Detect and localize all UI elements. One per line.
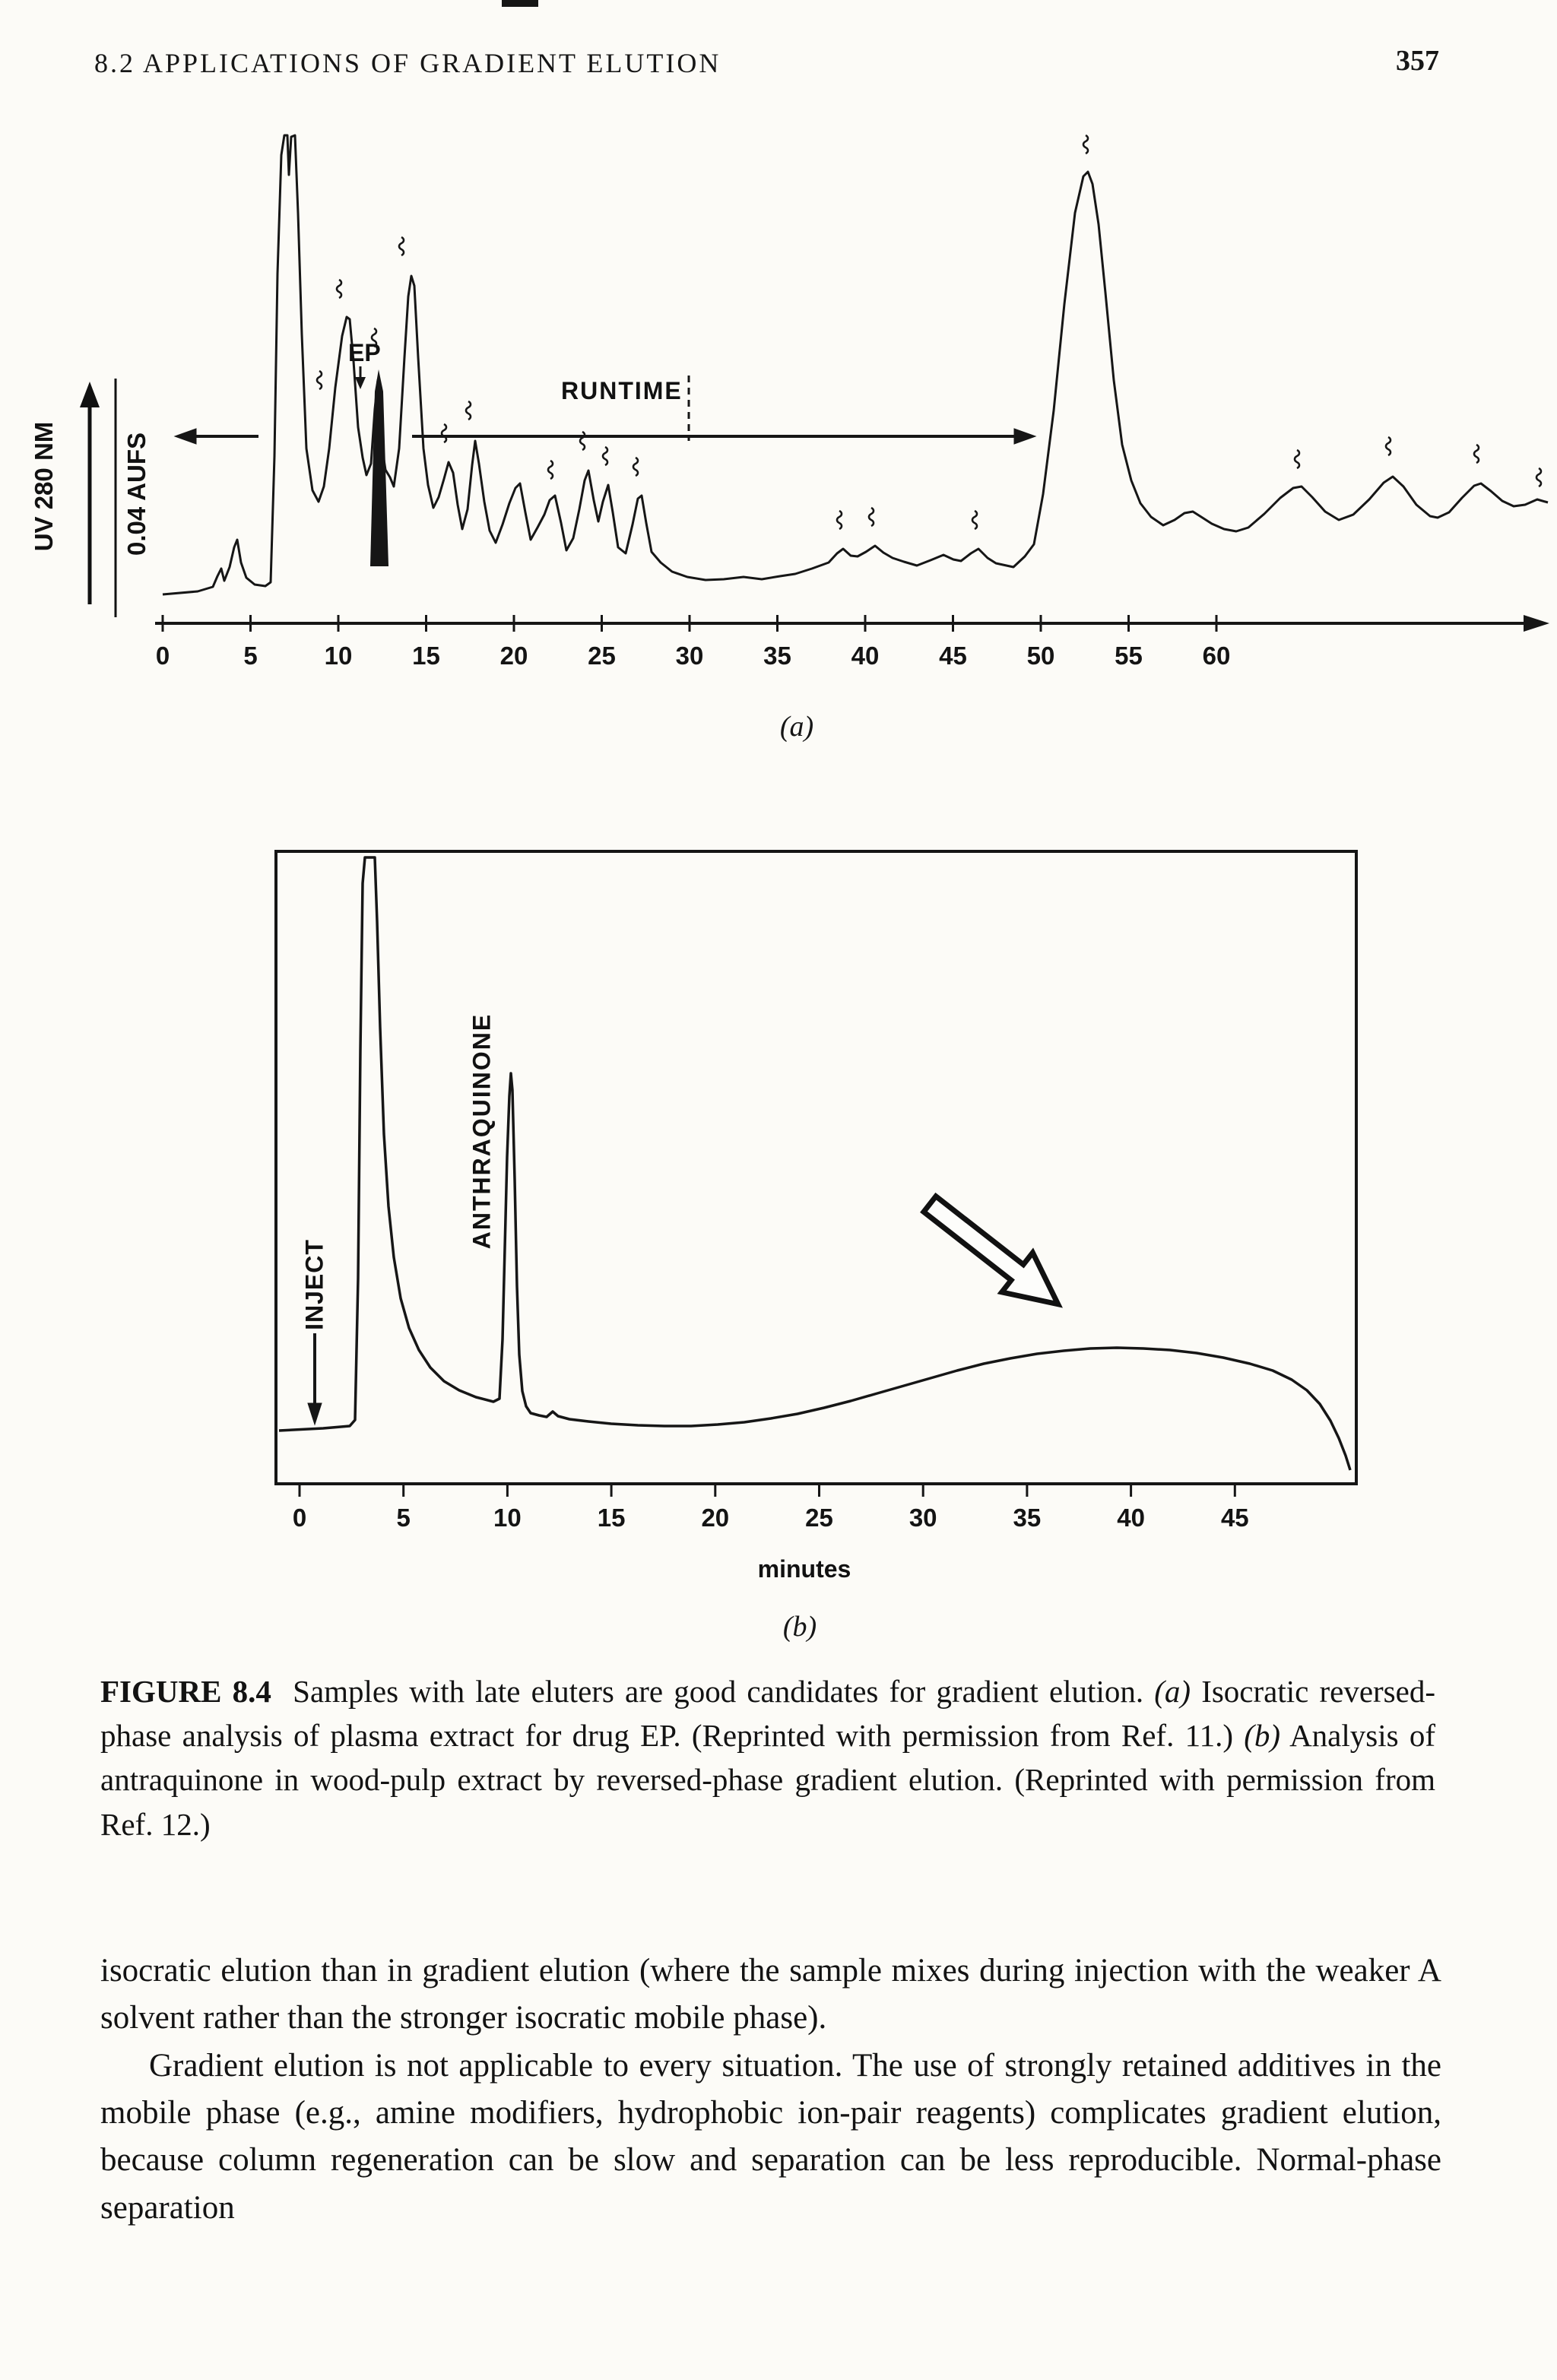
chromatogram-a <box>155 134 1549 632</box>
section-title: 8.2 APPLICATIONS OF GRADIENT ELUTION <box>94 48 721 78</box>
x-tick-label: 10 <box>493 1504 522 1532</box>
x-tick-label: 40 <box>1117 1504 1145 1532</box>
inject-arrow-icon <box>307 1333 322 1426</box>
x-tick-label: 35 <box>1013 1504 1042 1532</box>
caption-run: (a) <box>1154 1674 1191 1709</box>
x-tick-label: 0 <box>155 642 170 670</box>
ep-pointer-arrow-icon <box>355 377 366 389</box>
x-tick-label: 30 <box>675 642 704 670</box>
panel-b-label: (b) <box>782 1611 817 1643</box>
caption-run: Analysis of antraquinone in wood-pulp ex… <box>100 1718 1435 1842</box>
x-tick-label: 25 <box>588 642 616 670</box>
panel-a-label: (a) <box>779 711 814 743</box>
chromatogram-a-trace <box>162 134 1549 596</box>
x-tick-label: 40 <box>851 642 880 670</box>
retention-time-squiggles <box>316 134 1543 531</box>
runtime-label: RUNTIME <box>561 377 683 404</box>
figure-caption: FIGURE 8.4 Samples with late eluters are… <box>100 1669 1435 1846</box>
body-paragraph-2: Gradient elution is not applicable to ev… <box>100 2047 1441 2226</box>
caption-run: Samples with late eluters are good candi… <box>271 1674 1155 1709</box>
ep-peak-label: EP <box>348 339 381 366</box>
caption-figure-label: FIGURE 8.4 <box>100 1674 271 1709</box>
body-paragraph-1: isocratic elution than in gradient eluti… <box>100 1953 1441 2036</box>
x-tick-label: 30 <box>909 1504 937 1532</box>
x-tick-label: 5 <box>396 1504 411 1532</box>
x-tick-label: 10 <box>324 642 353 670</box>
minutes-axis-label: minutes <box>757 1555 851 1583</box>
x-tick-label: 15 <box>597 1504 626 1532</box>
body-text: isocratic elution than in gradient eluti… <box>100 1947 1441 2232</box>
x-tick-label: 45 <box>1220 1504 1249 1532</box>
inject-label: INJECT <box>300 1239 328 1330</box>
chromatogram-b <box>278 856 1352 1471</box>
y-axis-label-uv: UV 280 NM <box>30 421 58 552</box>
filled-peak <box>370 369 388 566</box>
runtime-arrows-icon <box>173 376 1037 445</box>
late-eluting-peak-arrow-icon <box>920 1192 1063 1308</box>
chromatogram-b-frame <box>274 850 1358 1485</box>
caption-run: Isocratic reversed-phase analysis of pla… <box>100 1674 1435 1754</box>
x-tick-label: 60 <box>1202 642 1231 670</box>
caption-run: (b) <box>1244 1718 1281 1754</box>
x-tick-label: 20 <box>701 1504 730 1532</box>
x-tick-label: 35 <box>763 642 791 670</box>
panel-b-axis-ticks <box>298 1485 1236 1497</box>
x-tick-label: 50 <box>1026 642 1055 670</box>
chromatogram-b-trace <box>278 856 1352 1471</box>
x-tick-label: 45 <box>939 642 967 670</box>
panel-a-x-axis <box>155 615 1549 632</box>
y-axis-arrow-icon <box>80 379 117 617</box>
page-number: 357 <box>1396 45 1439 77</box>
x-tick-label: 55 <box>1115 642 1143 670</box>
x-tick-label: 0 <box>292 1504 307 1532</box>
x-tick-label: 20 <box>499 642 528 670</box>
x-tick-label: 15 <box>412 642 440 670</box>
panel-b-x-tick-labels: 0 5 10 15 20 25 30 35 40 45 <box>277 1504 1355 1535</box>
x-tick-label: 25 <box>805 1504 833 1532</box>
panel-a-x-tick-labels: 0 5 10 15 20 25 30 35 40 45 50 55 60 <box>144 642 1551 673</box>
scan-artifact <box>502 0 538 7</box>
x-tick-label: 5 <box>243 642 258 670</box>
anthraquinone-label: ANTHRAQUINONE <box>468 1013 496 1250</box>
